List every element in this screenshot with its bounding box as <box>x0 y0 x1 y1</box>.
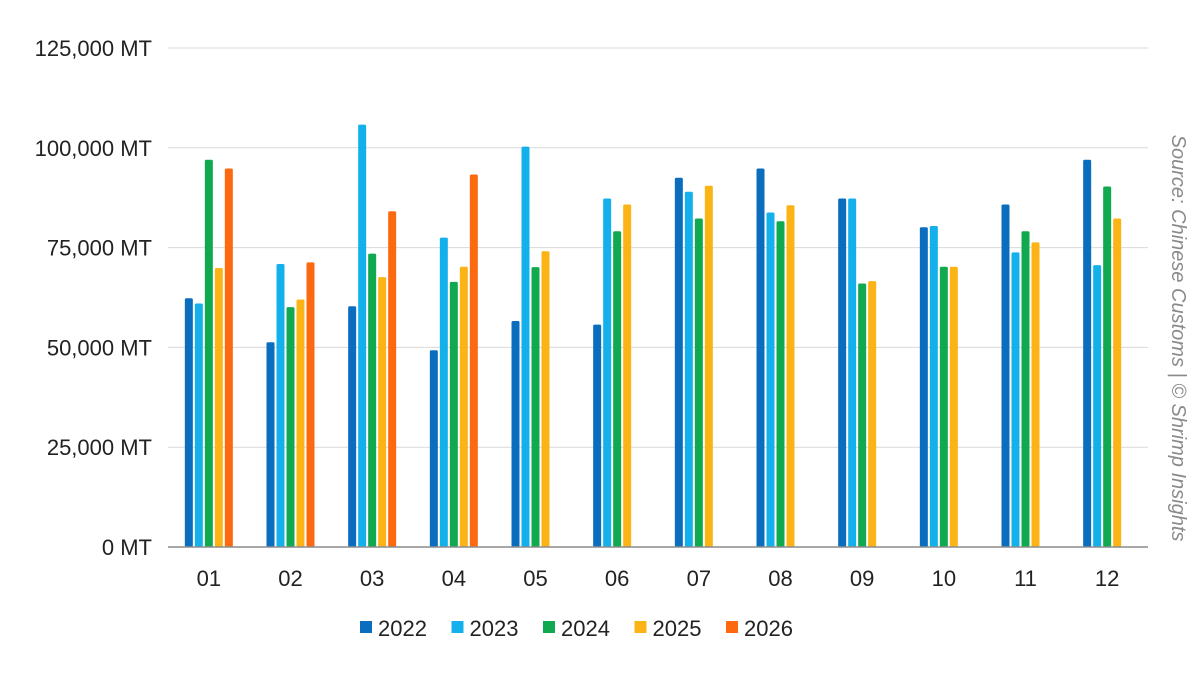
bar-2024-10 <box>939 266 948 547</box>
legend-label: 2022 <box>378 616 427 641</box>
x-tick-label: 07 <box>687 566 711 591</box>
bar-2022-02 <box>266 342 275 547</box>
source-annotation: Source: Chinese Customs | © Shrimp Insig… <box>1167 135 1189 542</box>
bar-2025-04 <box>459 266 468 547</box>
bar-2026-03 <box>388 211 397 547</box>
legend-swatch <box>543 621 555 633</box>
bar-2023-04 <box>439 237 448 547</box>
legend-label: 2024 <box>561 616 610 641</box>
bar-2022-09 <box>838 198 847 547</box>
legend-label: 2026 <box>744 616 793 641</box>
bar-2025-09 <box>868 281 877 547</box>
bar-2024-12 <box>1103 186 1112 547</box>
bar-2023-03 <box>358 124 367 548</box>
legend-item-2025: 2025 <box>634 616 702 641</box>
bar-2025-01 <box>214 267 223 547</box>
bar-2024-04 <box>449 281 458 547</box>
bar-2023-01 <box>194 303 203 547</box>
legend-swatch <box>360 621 372 633</box>
bar-2023-12 <box>1093 265 1102 547</box>
bar-2026-01 <box>224 168 233 547</box>
legend-item-2023: 2023 <box>451 616 519 641</box>
y-tick-label: 25,000 MT <box>47 435 152 460</box>
x-axis-ticks: 01 02 03 04 05 06 07 08 09 10 11 12 <box>197 566 1120 591</box>
bar-2023-08 <box>766 212 775 547</box>
bar-2025-11 <box>1031 242 1040 547</box>
bar-2025-05 <box>541 251 550 547</box>
bar-2025-08 <box>786 205 795 548</box>
bar-2024-05 <box>531 267 540 547</box>
y-axis-ticks: 0 MT 25,000 MT 50,000 MT 75,000 MT 100,000 M… <box>35 36 152 560</box>
bar-2022-07 <box>674 177 683 548</box>
legend-swatch <box>451 621 464 633</box>
bar-2024-07 <box>694 218 703 547</box>
y-tick-label: 75,000 MT <box>47 236 152 261</box>
bar-2022-04 <box>429 350 438 547</box>
bar-2024-11 <box>1021 231 1030 548</box>
x-tick-label: 09 <box>850 566 874 591</box>
x-tick-label: 08 <box>768 566 792 591</box>
bar-2025-03 <box>378 277 387 547</box>
bar-2024-03 <box>368 253 377 547</box>
legend-item-2024: 2024 <box>543 616 610 641</box>
bar-2023-10 <box>929 226 938 547</box>
legend-item-2026: 2026 <box>726 616 793 641</box>
bar-2023-09 <box>848 198 857 547</box>
bar-2025-07 <box>704 185 713 547</box>
bar-2023-07 <box>684 191 693 547</box>
bar-2026-04 <box>469 174 478 548</box>
bar-2024-06 <box>613 231 622 548</box>
bar-2022-10 <box>919 227 928 548</box>
bar-2025-02 <box>296 299 305 547</box>
gridlines <box>168 47 1148 448</box>
bar-2023-06 <box>603 198 612 547</box>
bars <box>184 124 1122 548</box>
bar-2025-12 <box>1113 218 1122 547</box>
legend-swatch <box>634 621 647 633</box>
legend-label: 2023 <box>470 616 519 641</box>
bar-2023-02 <box>276 263 285 547</box>
x-tick-label: 03 <box>360 566 384 591</box>
legend-item-2022: 2022 <box>360 616 427 641</box>
x-tick-label: 02 <box>278 566 302 591</box>
bar-2022-08 <box>756 168 765 547</box>
bar-2023-11 <box>1011 252 1020 548</box>
y-tick-label: 100,000 MT <box>35 136 152 161</box>
legend-label: 2025 <box>653 616 702 641</box>
legend: 2022 2023 2024 2025 2026 <box>360 616 793 641</box>
bar-2024-09 <box>858 283 867 547</box>
x-tick-label: 05 <box>523 566 547 591</box>
bar-2022-12 <box>1083 159 1092 547</box>
y-tick-label: 125,000 MT <box>35 36 152 61</box>
bar-2022-01 <box>184 298 193 547</box>
bar-2023-05 <box>521 146 530 547</box>
bar-2026-02 <box>306 262 315 547</box>
x-tick-label: 11 <box>1014 566 1037 591</box>
legend-swatch <box>726 621 738 633</box>
bar-2022-11 <box>1001 204 1010 548</box>
bar-2025-10 <box>949 266 958 547</box>
x-tick-label: 12 <box>1095 566 1119 591</box>
bar-2025-06 <box>623 204 632 548</box>
x-tick-label: 04 <box>442 566 466 591</box>
bar-2024-08 <box>776 221 785 547</box>
x-tick-label: 10 <box>932 566 956 591</box>
bar-2024-02 <box>286 307 295 547</box>
bar-2024-01 <box>204 159 213 547</box>
x-tick-label: 06 <box>605 566 629 591</box>
bar-2022-03 <box>348 306 357 547</box>
y-tick-label: 50,000 MT <box>47 335 152 360</box>
bar-2022-06 <box>593 324 602 547</box>
y-tick-label: 0 MT <box>102 535 152 560</box>
bar-2022-05 <box>511 321 520 547</box>
x-tick-label: 01 <box>197 566 221 591</box>
